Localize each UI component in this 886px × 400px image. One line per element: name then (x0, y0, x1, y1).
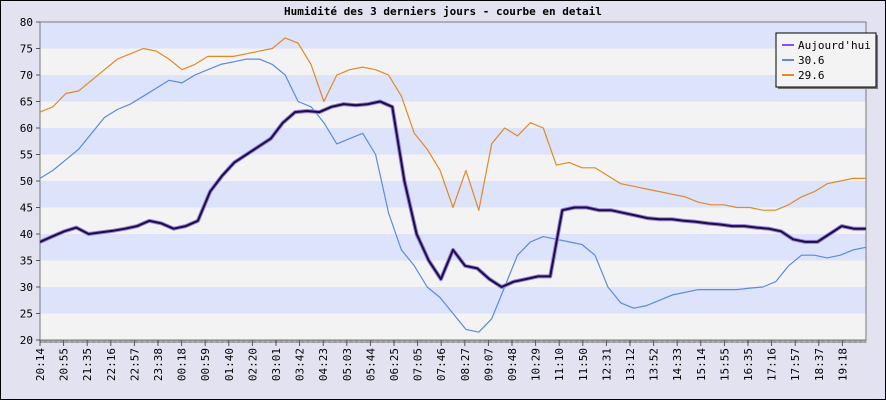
x-tick-label: 20:55 (58, 348, 71, 381)
x-tick-label: 22:57 (128, 348, 141, 381)
x-tick-label: 03:01 (270, 348, 283, 381)
plot-band (40, 234, 866, 261)
y-tick-label: 70 (20, 69, 33, 82)
plot-band (40, 128, 866, 155)
x-tick-label: 13:52 (648, 348, 661, 381)
x-tick-label: 23:38 (152, 348, 165, 381)
plot-band (40, 313, 866, 340)
y-tick-label: 65 (20, 96, 33, 109)
x-tick-label: 20:14 (34, 348, 47, 381)
chart-title: Humidité des 3 derniers jours - courbe e… (284, 5, 602, 18)
plot-band (40, 22, 866, 49)
x-tick-label: 09:48 (506, 348, 519, 381)
x-tick-label: 16:35 (742, 348, 755, 381)
x-tick-label: 06:25 (388, 348, 401, 381)
x-tick-label: 17:16 (766, 348, 779, 381)
plot-band (40, 101, 866, 128)
y-tick-label: 60 (20, 122, 33, 135)
y-tick-label: 20 (20, 334, 33, 347)
x-tick-label: 13:12 (624, 348, 637, 381)
x-tick-label: 07:46 (435, 348, 448, 381)
x-tick-label: 02:20 (246, 348, 259, 381)
plot-band (40, 207, 866, 234)
y-tick-label: 30 (20, 281, 33, 294)
y-tick-label: 75 (20, 43, 33, 56)
legend-label: 29.6 (798, 69, 825, 82)
y-tick-label: 50 (20, 175, 33, 188)
x-tick-label: 03:42 (294, 348, 307, 381)
plot-band (40, 181, 866, 208)
y-tick-label: 25 (20, 308, 33, 321)
x-tick-label: 00:59 (199, 348, 212, 381)
x-tick-label: 15:14 (695, 348, 708, 381)
x-tick-label: 07:05 (412, 348, 425, 381)
x-tick-label: 21:35 (81, 348, 94, 381)
series-lines (39, 37, 867, 333)
legend: Aujourd'hui 30.6 29.6 (775, 32, 878, 89)
x-tick-label: 05:44 (364, 348, 377, 381)
x-tick-label: 19:18 (836, 348, 849, 381)
x-tick-label: 05:03 (341, 348, 354, 381)
x-tick-label: 09:07 (482, 348, 495, 381)
series-line-30-6 (39, 58, 867, 333)
y-axis-ticks: 20 25 30 35 40 45 50 55 60 65 70 75 80 (20, 16, 40, 347)
x-tick-label: 04:23 (317, 348, 330, 381)
x-tick-label: 14:33 (671, 348, 684, 381)
y-tick-label: 45 (20, 202, 33, 215)
x-tick-label: 18:37 (813, 348, 826, 381)
y-tick-label: 80 (20, 16, 33, 29)
x-tick-label: 12:31 (600, 348, 613, 381)
plot-bands (39, 21, 867, 341)
x-tick-label: 11:10 (553, 348, 566, 381)
x-tick-label: 00:18 (176, 348, 189, 381)
plot-band (40, 260, 866, 287)
series-line-aujourdhui (39, 100, 866, 288)
y-tick-label: 35 (20, 255, 33, 268)
legend-label: 30.6 (798, 54, 825, 67)
plot-band (40, 154, 866, 181)
legend-label: Aujourd'hui (798, 39, 871, 52)
plot-band (40, 48, 866, 75)
plot-band (40, 287, 866, 314)
x-tick-label: 15:55 (718, 348, 731, 381)
x-tick-label: 10:29 (530, 348, 543, 381)
y-tick-label: 55 (20, 149, 33, 162)
plot-band (40, 75, 866, 102)
x-tick-label: 22:16 (105, 348, 118, 381)
x-tick-label: 01:40 (223, 348, 236, 381)
x-tick-label: 17:57 (789, 348, 802, 381)
x-axis-ticks: 20:14 20:55 21:35 22:16 22:57 23:38 00:18 00:59… (34, 340, 867, 381)
series-line-29-6 (39, 37, 866, 211)
y-tick-label: 40 (20, 228, 33, 241)
x-tick-label: 08:27 (459, 348, 472, 381)
x-tick-label: 11:50 (577, 348, 590, 381)
